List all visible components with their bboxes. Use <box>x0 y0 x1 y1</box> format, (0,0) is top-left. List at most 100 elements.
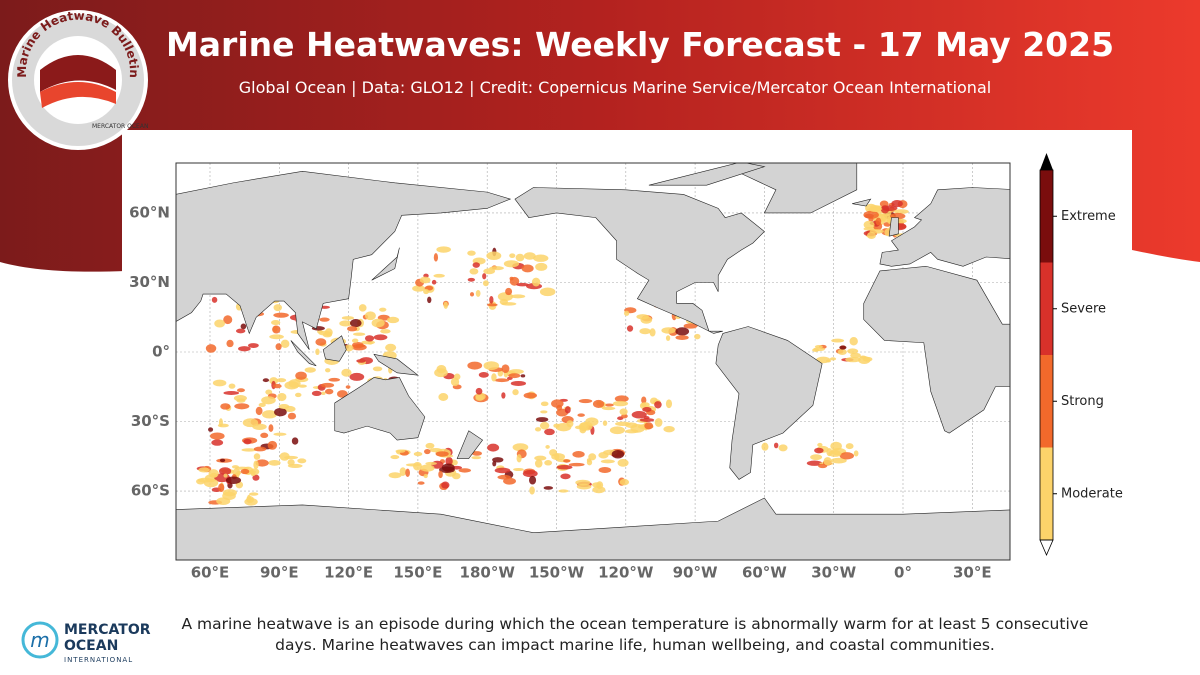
map-border <box>175 162 1011 561</box>
heatwave-patch <box>196 478 206 485</box>
heatwave-patch <box>203 478 219 488</box>
heatwave-patch <box>837 348 847 355</box>
landmass <box>176 497 1010 560</box>
heatwave-patch <box>830 441 842 451</box>
heatwave-patch <box>516 282 529 287</box>
heatwave-patch <box>269 377 279 385</box>
heatwave-patch <box>850 352 861 359</box>
heatwave-patch <box>623 310 630 316</box>
heatwave-patch <box>273 432 287 436</box>
heatwave-patch <box>425 442 435 449</box>
heatwave-patch <box>845 443 854 450</box>
heatwave-patch <box>262 410 277 419</box>
heatwave-patch <box>431 279 437 285</box>
heatwave-patch <box>222 491 236 501</box>
heatwave-patch <box>512 443 529 452</box>
description: A marine heatwave is an episode during w… <box>181 615 1089 654</box>
heatwave-patch <box>467 250 476 256</box>
heatwave-patch <box>211 296 218 303</box>
landmass <box>176 170 512 350</box>
heatwave-patch <box>372 366 383 372</box>
heatwave-patch <box>417 481 425 485</box>
heatwave-patch <box>390 455 400 460</box>
heatwave-patch <box>458 468 472 473</box>
heatwave-patch <box>816 356 831 364</box>
heatwave-patch <box>436 246 451 253</box>
lon-label: 60°W <box>742 564 787 582</box>
heatwave-patch <box>523 392 538 399</box>
heatwave-patch <box>413 451 423 457</box>
heatwave-patch <box>248 492 259 496</box>
heatwave-patch <box>280 339 290 348</box>
heatwave-patch <box>619 478 630 486</box>
heatwave-patch <box>395 449 406 453</box>
heatwave-patch <box>510 380 527 386</box>
colorbar-segment <box>1040 262 1053 355</box>
heatwave-patch <box>540 410 548 414</box>
heatwave-patch <box>443 301 448 309</box>
heatwave-patch <box>611 449 625 459</box>
heatwave-patch <box>580 421 593 431</box>
heatwave-patch <box>320 382 335 388</box>
heatwave-patch <box>450 377 460 387</box>
lon-label: 0° <box>894 564 912 582</box>
heatwave-patch <box>563 459 571 463</box>
heatwave-patch <box>521 264 534 273</box>
heatwave-patch <box>276 378 287 383</box>
landmass <box>456 430 484 459</box>
lat-label: 30°N <box>129 273 170 291</box>
heatwave-patch <box>572 451 585 458</box>
heatwave-patch <box>214 319 226 328</box>
heatwave-patch <box>478 371 489 378</box>
heatwave-patch <box>875 217 882 226</box>
heatwave-patch <box>694 333 701 340</box>
lon-label: 150°W <box>529 564 585 582</box>
lat-label: 60°N <box>129 203 170 221</box>
heatwave-patch <box>505 287 513 296</box>
heatwave-patch <box>341 316 354 320</box>
heatwave-patch <box>424 448 431 455</box>
heatwave-patch <box>601 406 616 411</box>
heatwave-patch <box>891 200 903 208</box>
heatwave-patch <box>272 383 282 389</box>
heatwave-patch <box>494 378 510 383</box>
heatwave-patch <box>315 338 327 346</box>
heatwave-patch <box>513 467 524 472</box>
heatwave-patch <box>539 287 556 297</box>
heatwave-patch <box>388 472 402 479</box>
logo-tagline: INTERNATIONAL <box>64 656 133 664</box>
heatwave-patch <box>385 343 397 352</box>
landmass <box>334 377 426 441</box>
lon-label: 30°W <box>811 564 856 582</box>
heatwave-patch <box>576 483 592 490</box>
heatwave-patch <box>604 403 614 407</box>
heatwave-patch <box>267 440 278 450</box>
heatwave-patch <box>556 465 573 470</box>
heatwave-patch <box>273 304 282 312</box>
heatwave-patch <box>813 347 825 352</box>
heatwave-patch <box>555 422 572 432</box>
heatwave-patch <box>761 442 769 451</box>
heatwave-patch <box>508 373 521 379</box>
heatwave-patch <box>509 276 514 281</box>
heatwave-patch <box>319 317 330 322</box>
lon-label: 30°E <box>953 564 992 582</box>
heatwave-patch <box>345 385 351 389</box>
heatwave-patch <box>271 320 281 326</box>
heatwave-patch <box>243 438 252 445</box>
heatwave-patch <box>862 356 873 362</box>
heatwave-patch <box>839 452 854 460</box>
heatwave-patch <box>272 325 281 334</box>
heatwave-patch <box>356 359 366 363</box>
heatwave-patch <box>255 459 269 467</box>
heatwave-patch <box>880 205 890 214</box>
footer-logo: m MERCATOR OCEAN INTERNATIONAL <box>21 621 151 664</box>
heatwave-patch <box>260 432 269 439</box>
heatwave-patch <box>503 260 520 268</box>
heatwave-patch <box>823 457 832 466</box>
heatwave-patch <box>810 454 823 461</box>
heatwave-patch <box>361 340 375 345</box>
heatwave-patch <box>355 344 366 348</box>
heatwave-patch <box>545 445 550 449</box>
